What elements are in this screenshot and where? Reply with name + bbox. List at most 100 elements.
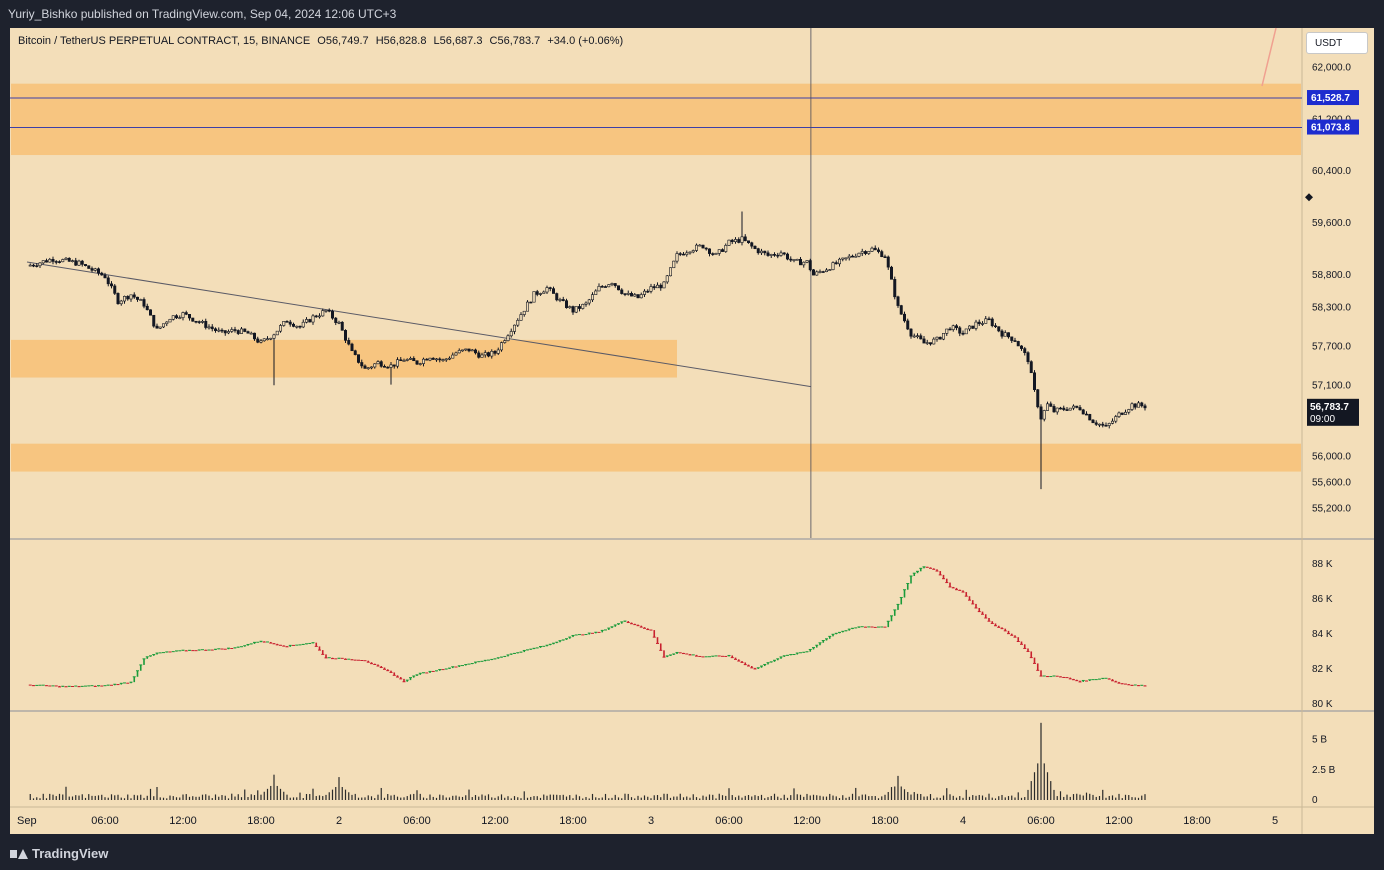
- candle-body-245: [824, 269, 828, 273]
- candle-body-258: [867, 251, 871, 254]
- candle-body-197: [668, 267, 672, 277]
- time-tick-9: 06:00: [715, 815, 743, 827]
- candle-body-168: [574, 306, 578, 313]
- volume-tick-label-0: 5 B: [1312, 735, 1327, 746]
- candle-body-312: [1042, 410, 1046, 420]
- symbol-legend: Bitcoin / TetherUS PERPETUAL CONTRACT, 1…: [18, 35, 627, 47]
- candle-body-30: [126, 296, 130, 300]
- candle-body-314: [1049, 403, 1053, 407]
- zone-rect-2[interactable]: [11, 443, 1301, 472]
- candle-body-200: [678, 253, 682, 255]
- candle-body-323: [1078, 407, 1082, 411]
- candle-body-107: [376, 361, 380, 365]
- candle-body-176: [600, 286, 604, 288]
- candle-body-22: [100, 272, 104, 276]
- candle-body-185: [629, 293, 633, 297]
- candle-body-5: [44, 260, 48, 263]
- candle-body-195: [662, 281, 666, 289]
- candle-body-92: [327, 309, 331, 312]
- chart-frame[interactable]: [10, 28, 1374, 834]
- candle-body-152: [522, 310, 526, 315]
- price-tick-2: 60,400.0: [1312, 166, 1351, 177]
- candle-body-99: [350, 343, 354, 352]
- candle-body-7: [51, 259, 55, 262]
- zone-rect-1[interactable]: [11, 339, 677, 378]
- candle-body-173: [590, 294, 594, 301]
- candle-body-37: [149, 309, 153, 316]
- candle-body-79: [285, 321, 289, 323]
- candle-body-69: [253, 332, 257, 340]
- price-tick-5: 58,300.0: [1312, 302, 1351, 313]
- tradingview-logo[interactable]: TradingView: [10, 846, 108, 861]
- candle-body-332: [1107, 423, 1111, 426]
- time-tick-7: 18:00: [559, 815, 587, 827]
- candle-body-239: [805, 260, 809, 263]
- zone-rect-0[interactable]: [11, 83, 1301, 156]
- candle-body-308: [1029, 361, 1033, 374]
- axis-marker-icon: [1305, 193, 1313, 202]
- currency-button[interactable]: USDT: [1306, 32, 1368, 54]
- candle-body-309: [1033, 372, 1037, 391]
- candle-body-34: [139, 299, 143, 301]
- candle-body-160: [548, 287, 552, 289]
- candle-body-291: [974, 321, 978, 329]
- price-tick-7: 57,100.0: [1312, 380, 1351, 391]
- candle-body-73: [265, 338, 269, 341]
- candle-body-334: [1114, 416, 1118, 422]
- candle-body-62: [230, 329, 234, 332]
- candle-body-54: [204, 321, 208, 328]
- candle-body-76: [275, 330, 279, 336]
- time-tick-2: 12:00: [169, 815, 197, 827]
- candle-body-257: [863, 251, 867, 254]
- candle-body-120: [418, 363, 422, 365]
- candle-body-82: [295, 325, 299, 328]
- oi-tick-label-0: 88 K: [1312, 559, 1333, 570]
- volume-tick-label-1: 2.5 B: [1312, 765, 1336, 776]
- candle-body-23: [103, 274, 107, 279]
- candle-body-328: [1094, 422, 1098, 425]
- candle-body-60: [223, 330, 227, 334]
- candle-body-98: [347, 340, 351, 345]
- candle-body-210: [711, 253, 715, 255]
- legend-change: +34.0 (+0.06%): [547, 35, 624, 47]
- candle-body-125: [434, 358, 438, 361]
- candle-body-288: [964, 328, 968, 335]
- price-label-box-1[interactable]: [1307, 119, 1359, 135]
- candle-body-184: [626, 293, 630, 295]
- candle-body-229: [772, 254, 776, 256]
- price-label-box-0[interactable]: [1307, 90, 1359, 106]
- candle-body-188: [639, 294, 643, 299]
- last-price-text: 56,783.7: [1310, 402, 1349, 413]
- price-tick-3: 59,600.0: [1312, 218, 1351, 229]
- candle-body-167: [571, 306, 575, 313]
- candle-body-48: [184, 312, 188, 315]
- candle-body-29: [123, 296, 127, 302]
- candle-body-57: [214, 328, 218, 331]
- candle-body-289: [967, 325, 971, 330]
- candle-body-235: [792, 259, 796, 261]
- candle-body-143: [493, 351, 497, 354]
- candle-body-317: [1059, 407, 1063, 410]
- candle-body-222: [750, 242, 754, 247]
- candle-body-118: [412, 358, 416, 362]
- candle-body-171: [584, 302, 588, 305]
- candle-body-320: [1068, 407, 1072, 411]
- candle-body-6: [48, 259, 52, 263]
- candle-body-72: [262, 338, 266, 342]
- last-price-box[interactable]: [1307, 398, 1359, 426]
- candle-body-223: [753, 245, 757, 249]
- candle-body-194: [659, 284, 663, 289]
- candle-body-191: [649, 286, 653, 292]
- candle-body-13: [71, 260, 75, 262]
- price-tick-10: 55,200.0: [1312, 504, 1351, 515]
- candle-body-20: [93, 268, 97, 271]
- candle-body-186: [633, 294, 637, 297]
- candle-body-294: [984, 318, 988, 324]
- candle-body-77: [278, 325, 282, 332]
- trend-line[interactable]: [26, 261, 811, 388]
- time-tick-10: 12:00: [793, 815, 821, 827]
- candle-body-190: [646, 290, 650, 293]
- candle-body-304: [1016, 341, 1020, 347]
- candle-body-155: [532, 291, 536, 303]
